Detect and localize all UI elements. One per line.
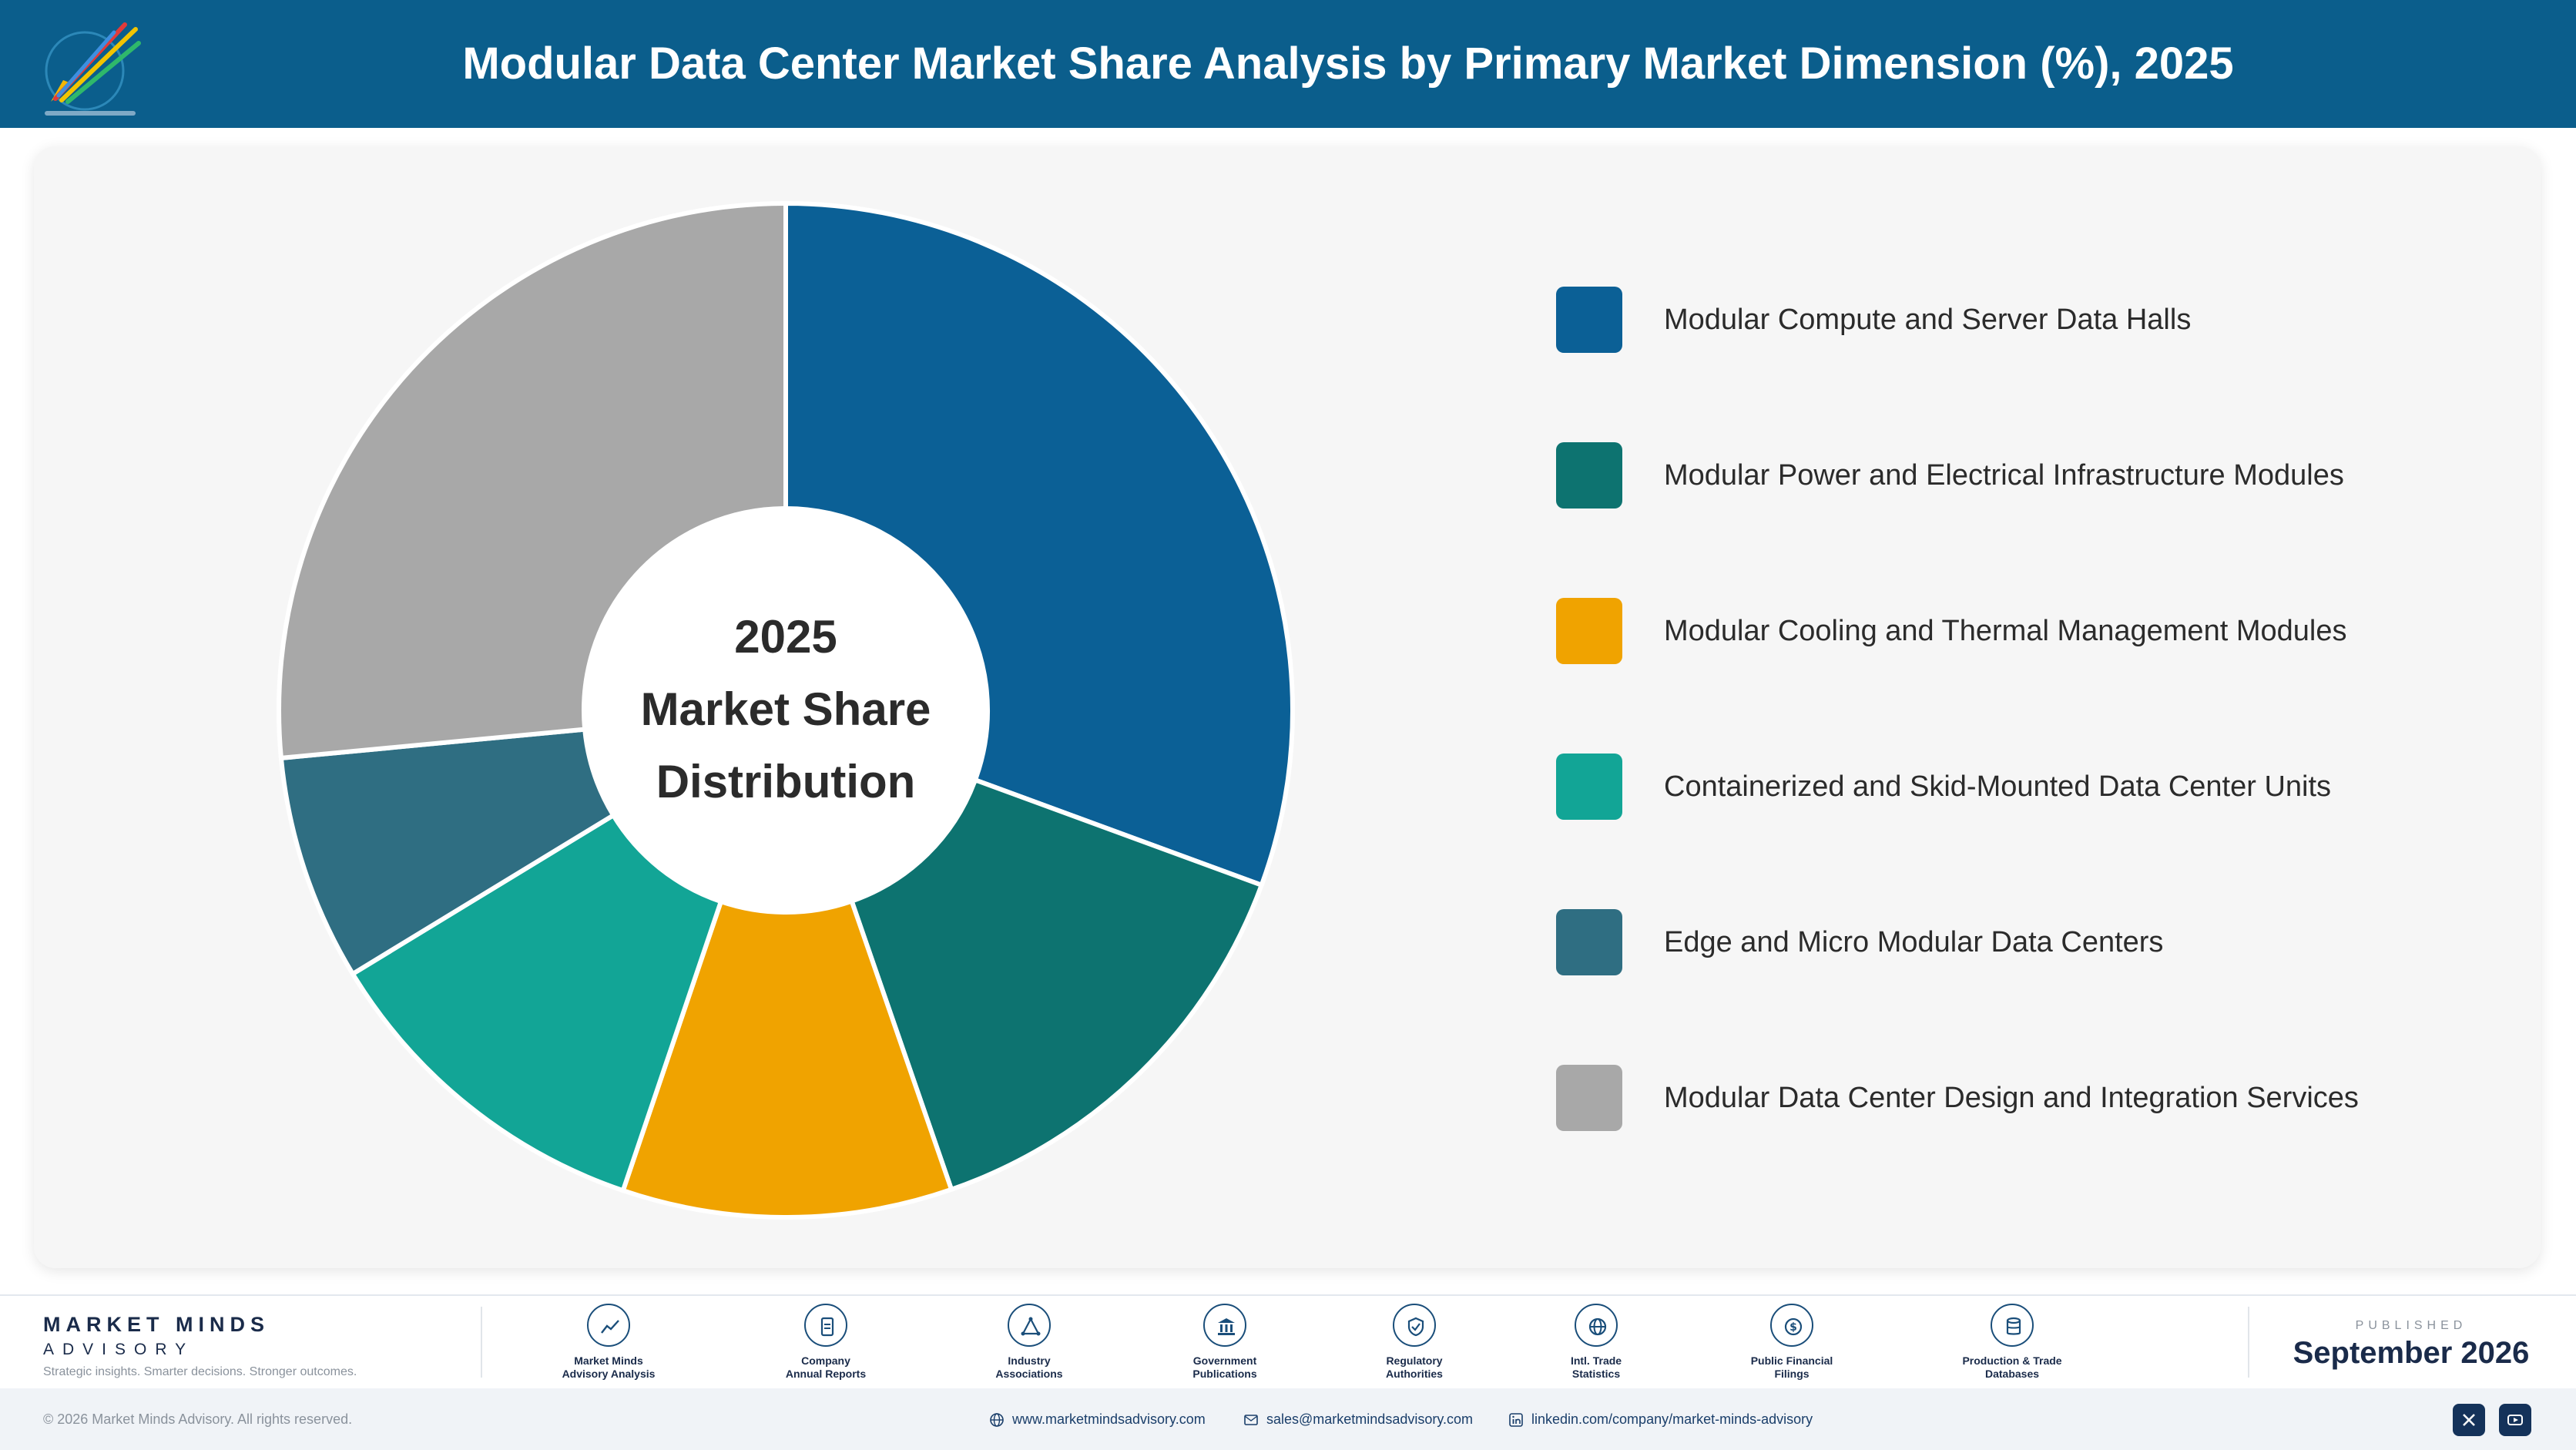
published-date: September 2026 [2293, 1336, 2530, 1370]
legend-label: Modular Power and Electrical Infrastruct… [1664, 459, 2344, 492]
legend-item: Modular Data Center Design and Integrati… [1556, 1065, 2519, 1220]
center-label-line-2: Market Share [640, 683, 931, 735]
globe-icon [990, 1413, 1004, 1428]
legend-label: Containerized and Skid-Mounted Data Cent… [1664, 770, 2332, 803]
shield-check-icon [1393, 1304, 1436, 1347]
source-label: Market Minds Advisory Analysis [562, 1354, 656, 1380]
database-icon [1991, 1304, 2034, 1347]
source-label: Government Publications [1192, 1354, 1257, 1380]
source-item: $ Public Financial Filings [1707, 1304, 1877, 1381]
legend-item: Containerized and Skid-Mounted Data Cent… [1556, 754, 2519, 909]
center-label-line-3: Distribution [656, 756, 916, 807]
email-text: sales@marketmindsadvisory.com [1266, 1411, 1474, 1427]
svg-text:$: $ [1789, 1321, 1797, 1334]
header-bar: Modular Data Center Market Share Analysi… [0, 0, 2576, 128]
legend-swatch [1556, 754, 1622, 820]
website-text: www.marketmindsadvisory.com [1012, 1411, 1206, 1427]
footer-band: MARKET MINDS ADVISORY Strategic insights… [0, 1294, 2576, 1388]
legend-swatch [1556, 909, 1622, 975]
donut-chart [277, 200, 1296, 1220]
donut-center-label: 2025 Market Share Distribution [585, 601, 986, 818]
x-icon[interactable] [2453, 1404, 2485, 1436]
legend-item: Modular Power and Electrical Infrastruct… [1556, 442, 2519, 598]
dollar-coin-icon: $ [1770, 1304, 1813, 1347]
source-item: Company Annual Reports [741, 1304, 911, 1381]
legend-swatch [1556, 287, 1622, 353]
linkedin-link[interactable]: linkedin.com/company/market-minds-adviso… [1508, 1388, 1813, 1450]
source-label: Public Financial Filings [1750, 1354, 1833, 1380]
legend-item: Modular Compute and Server Data Halls [1556, 287, 2519, 442]
legend-item: Edge and Micro Modular Data Centers [1556, 909, 2519, 1065]
trend-chart-icon [587, 1304, 630, 1347]
source-item: Market Minds Advisory Analysis [524, 1304, 693, 1381]
youtube-icon[interactable] [2499, 1404, 2531, 1436]
copyright-text: © 2026 Market Minds Advisory. All rights… [43, 1411, 353, 1427]
legend-label: Modular Compute and Server Data Halls [1664, 304, 2192, 336]
chart-title: Modular Data Center Market Share Analysi… [462, 39, 2234, 89]
market-minds-logo [45, 22, 141, 116]
mail-icon [1244, 1415, 1258, 1426]
brand-name: MARKET MINDS [43, 1313, 270, 1336]
linkedin-text: linkedin.com/company/market-minds-adviso… [1531, 1411, 1813, 1427]
bottom-bar: © 2026 Market Minds Advisory. All rights… [0, 1388, 2576, 1450]
donut-hole [584, 509, 988, 912]
linkedin-icon [1509, 1413, 1523, 1428]
network-icon [1008, 1304, 1051, 1347]
source-label: Production & Trade Databases [1962, 1354, 2062, 1380]
footer-divider [2248, 1307, 2249, 1378]
legend-swatch [1556, 442, 1622, 509]
brand-subtitle: ADVISORY [43, 1341, 195, 1358]
source-item: Intl. Trade Statistics [1511, 1304, 1681, 1381]
legend-label: Modular Cooling and Thermal Management M… [1664, 615, 2347, 647]
legend-swatch [1556, 1065, 1622, 1131]
email-link[interactable]: sales@marketmindsadvisory.com [1243, 1388, 1473, 1450]
legend-label: Edge and Micro Modular Data Centers [1664, 926, 2164, 958]
government-building-icon [1203, 1304, 1246, 1347]
legend-item: Modular Cooling and Thermal Management M… [1556, 598, 2519, 754]
source-label: Intl. Trade Statistics [1570, 1354, 1622, 1380]
website-link[interactable]: www.marketmindsadvisory.com [989, 1388, 1206, 1450]
footer-divider [481, 1307, 482, 1378]
source-label: Company Annual Reports [785, 1354, 867, 1380]
legend-label: Modular Data Center Design and Integrati… [1664, 1082, 2359, 1114]
source-item: Government Publications [1140, 1304, 1310, 1381]
chart-card [34, 146, 2541, 1268]
source-item: Regulatory Authorities [1330, 1304, 1499, 1381]
source-label: Industry Associations [995, 1354, 1063, 1380]
data-sources: Market Minds Advisory Analysis Company Ann… [524, 1304, 2272, 1388]
donut-slice [349, 812, 724, 1193]
source-item: Production & Trade Databases [1927, 1304, 2097, 1381]
source-item: Industry Associations [944, 1304, 1114, 1381]
brand-tagline: Strategic insights. Smarter decisions. S… [43, 1365, 357, 1378]
chart-legend: Modular Compute and Server Data Halls Mo… [1556, 287, 2519, 1220]
globe-icon [1575, 1304, 1618, 1347]
center-label-line-1: 2025 [734, 611, 837, 663]
published-label: PUBLISHED [2355, 1319, 2467, 1332]
legend-swatch [1556, 598, 1622, 664]
document-icon [804, 1304, 847, 1347]
source-label: Regulatory Authorities [1386, 1354, 1443, 1380]
